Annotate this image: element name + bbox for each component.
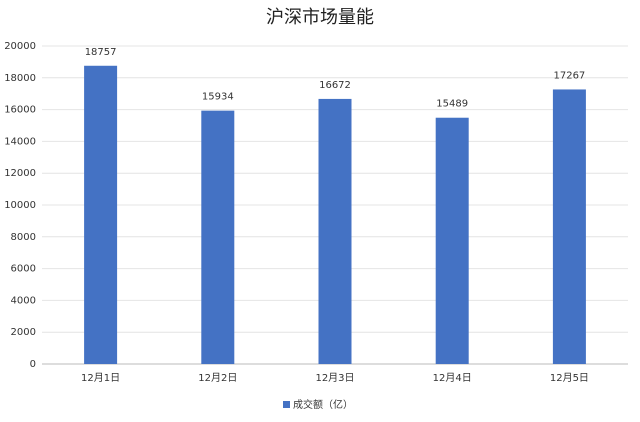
legend-swatch (283, 401, 290, 408)
y-tick-label: 8000 (11, 232, 36, 243)
y-tick-label: 2000 (11, 327, 36, 338)
x-tick-label: 12月3日 (315, 372, 354, 384)
y-tick-label: 6000 (11, 264, 36, 275)
data-label: 17267 (553, 70, 585, 81)
bar (201, 110, 235, 364)
y-tick-label: 0 (30, 359, 36, 370)
y-tick-label: 12000 (4, 168, 36, 179)
y-tick-label: 10000 (4, 200, 36, 211)
bar (552, 89, 586, 364)
x-tick-label: 12月2日 (198, 372, 237, 384)
bar (84, 65, 118, 364)
y-tick-label: 4000 (11, 295, 36, 306)
x-tick-label: 12月4日 (433, 372, 472, 384)
x-tick-label: 12月5日 (550, 372, 589, 384)
y-tick-label: 16000 (4, 105, 36, 116)
y-tick-label: 20000 (4, 41, 36, 52)
bar (435, 117, 469, 364)
data-label: 18757 (85, 47, 117, 58)
y-tick-label: 18000 (4, 73, 36, 84)
data-label: 15934 (202, 92, 234, 103)
y-tick-label: 14000 (4, 136, 36, 147)
data-label: 16672 (319, 80, 351, 91)
data-label: 15489 (436, 99, 468, 110)
legend-label: 成交额（亿） (293, 398, 353, 411)
chart-title: 沪深市场量能 (266, 7, 374, 28)
x-tick-label: 12月1日 (81, 372, 120, 384)
bar (318, 98, 352, 365)
